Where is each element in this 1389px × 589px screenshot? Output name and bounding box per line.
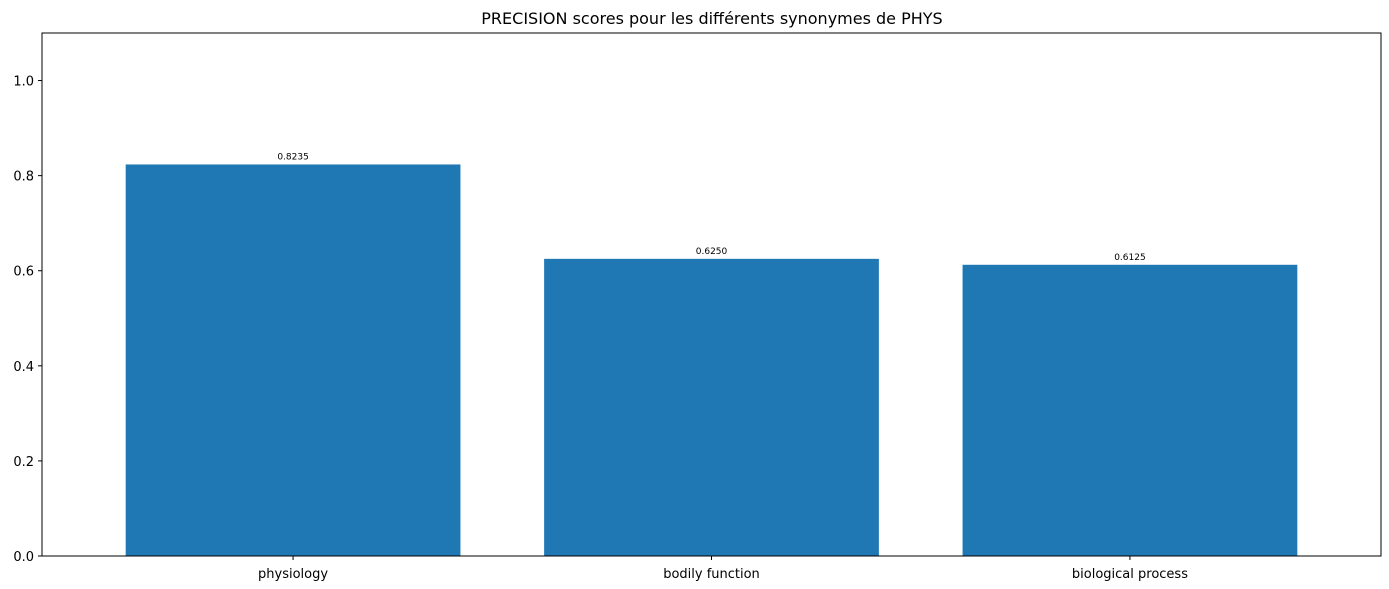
bar-physiology <box>125 164 461 556</box>
bar-value-label: 0.8235 <box>277 152 309 162</box>
y-tick-label: 0.8 <box>13 170 34 185</box>
plot-frame <box>41 32 1382 557</box>
bar-biological-process <box>962 264 1298 556</box>
chart-title: PRECISION scores pour les différents syn… <box>481 9 942 28</box>
bar-value-label: 0.6250 <box>696 247 728 257</box>
y-tick-label: 0.4 <box>13 360 34 375</box>
y-axis: 0.0 0.2 0.4 0.6 0.8 1.0 <box>13 75 42 565</box>
x-tick-label: biological process <box>1072 567 1188 582</box>
y-tick-label: 0.2 <box>13 455 34 470</box>
x-axis: physiology bodily function biological proc… <box>258 556 1188 582</box>
y-tick-label: 0.6 <box>13 265 34 280</box>
bar-bodily-function <box>544 258 879 556</box>
bars-group: 0.8235 0.6250 0.6125 <box>125 152 1298 556</box>
y-tick-label: 0.0 <box>13 550 34 565</box>
y-tick-label: 1.0 <box>13 75 34 90</box>
bar-value-label: 0.6125 <box>1114 253 1146 263</box>
x-tick-label: bodily function <box>663 567 760 582</box>
x-tick-label: physiology <box>258 567 328 582</box>
